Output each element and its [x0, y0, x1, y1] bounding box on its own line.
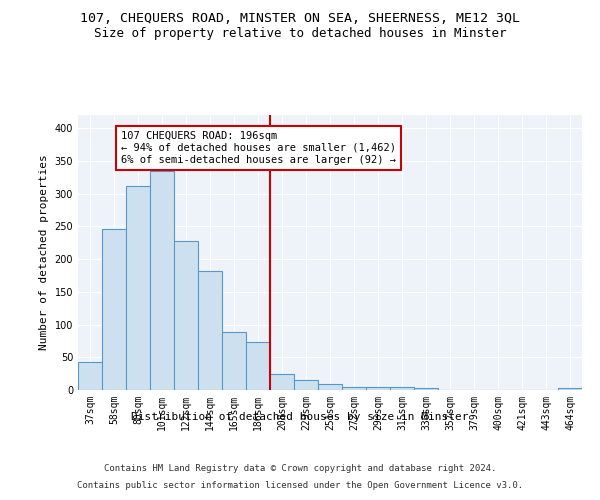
Text: 107, CHEQUERS ROAD, MINSTER ON SEA, SHEERNESS, ME12 3QL: 107, CHEQUERS ROAD, MINSTER ON SEA, SHEE… — [80, 12, 520, 26]
Bar — [366, 386, 390, 390]
Bar — [198, 272, 222, 390]
Text: Size of property relative to detached houses in Minster: Size of property relative to detached ho… — [94, 28, 506, 40]
Text: Contains HM Land Registry data © Crown copyright and database right 2024.: Contains HM Land Registry data © Crown c… — [104, 464, 496, 473]
Bar — [78, 362, 102, 390]
Bar — [126, 186, 150, 390]
Text: 107 CHEQUERS ROAD: 196sqm
← 94% of detached houses are smaller (1,462)
6% of sem: 107 CHEQUERS ROAD: 196sqm ← 94% of detac… — [121, 132, 396, 164]
Bar — [318, 384, 342, 390]
Bar — [390, 386, 414, 390]
Y-axis label: Number of detached properties: Number of detached properties — [39, 154, 49, 350]
Bar — [150, 172, 174, 390]
Bar — [414, 388, 438, 390]
Bar — [342, 386, 366, 390]
Bar — [246, 342, 270, 390]
Bar — [174, 240, 198, 390]
Bar — [270, 374, 294, 390]
Text: Distribution of detached houses by size in Minster: Distribution of detached houses by size … — [131, 412, 469, 422]
Bar — [102, 229, 126, 390]
Text: Contains public sector information licensed under the Open Government Licence v3: Contains public sector information licen… — [77, 481, 523, 490]
Bar — [558, 388, 582, 390]
Bar — [294, 380, 318, 390]
Bar — [222, 332, 246, 390]
